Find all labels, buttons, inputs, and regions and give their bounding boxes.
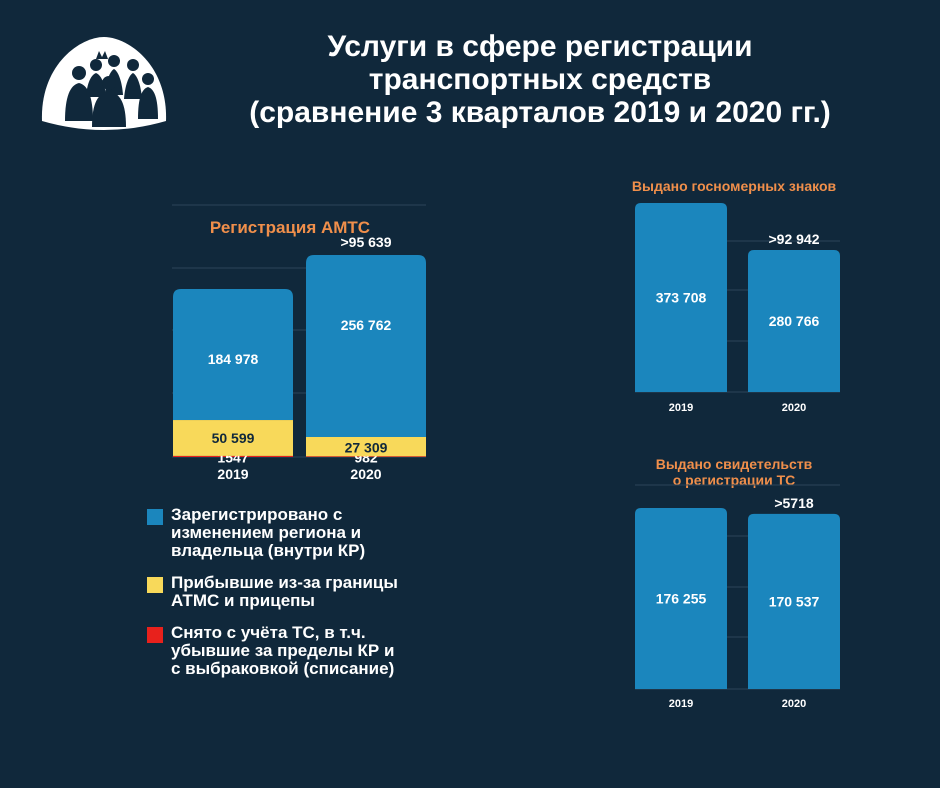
chart-title-plates: Выдано госномерных знаков [631, 178, 837, 194]
people-group-icon [41, 37, 167, 130]
category-tick-label: 2019 [669, 402, 693, 414]
category-tick-label: 2019 [217, 466, 248, 482]
legend-swatch [147, 577, 163, 593]
bar [635, 508, 727, 689]
bar-value-label: 256 762 [341, 317, 392, 333]
legend-label: Зарегистрировано с изменением региона и … [171, 505, 366, 560]
legend-item-registered: Зарегистрировано с изменением региона и … [147, 506, 447, 560]
category-tick-label: 2019 [669, 698, 693, 710]
bar-value-label: 184 978 [208, 351, 259, 367]
title-line: (сравнение 3 кварталов 2019 и 2020 гг.) [249, 96, 831, 129]
bar [748, 250, 840, 392]
bar-value-label: 27 309 [345, 440, 388, 456]
legend-swatch [147, 509, 163, 525]
legend-label: Прибывшие из-за границы АТМС и прицепы [171, 573, 398, 610]
bar-segment [173, 455, 293, 457]
legend-label: Снято с учёта ТС, в т.ч. убывшие за пред… [171, 623, 395, 678]
bar-annotation: >5718 [774, 495, 814, 511]
bar-segment [306, 255, 426, 437]
bar [748, 513, 840, 689]
title-line: Услуги в сфере регистрации [327, 30, 753, 63]
bar-annotation: >92 942 [769, 231, 820, 247]
bar-value-label: 176 255 [656, 591, 707, 607]
bar-segment [306, 456, 426, 457]
bar-value-label: 170 537 [769, 593, 820, 609]
bar-segment [173, 288, 293, 421]
title-line: транспортных средств [368, 63, 712, 96]
category-tick-label: 2020 [782, 698, 806, 710]
chart-title-registration: Регистрация АМТС [209, 218, 371, 237]
legend-item-arrived: Прибывшие из-за границы АТМС и прицепы [147, 574, 447, 610]
page-title: Услуги в сфере регистрации транспортных … [150, 30, 930, 129]
chart-title-line: о регистрации ТС [672, 472, 796, 488]
legend-swatch [147, 627, 163, 643]
legend: Зарегистрировано с изменением региона и … [147, 506, 447, 692]
legend-item-deregistered: Снято с учёта ТС, в т.ч. убывшие за пред… [147, 624, 447, 678]
chart-title-line: Выдано свидетельств [655, 456, 813, 472]
category-tick-label: 2020 [350, 466, 381, 482]
category-tick-label: 2020 [782, 402, 806, 414]
bar-segment [306, 436, 426, 457]
chart-title-certificates: Выдано свидетельств о регистрации ТС [600, 456, 868, 488]
bar [635, 203, 727, 392]
bar-value-label: 373 708 [656, 290, 707, 306]
bar-segment [173, 420, 293, 456]
bar-value-label: 280 766 [769, 313, 820, 329]
bar-value-label: 50 599 [212, 430, 255, 446]
bar-annotation: >95 639 [341, 234, 392, 250]
